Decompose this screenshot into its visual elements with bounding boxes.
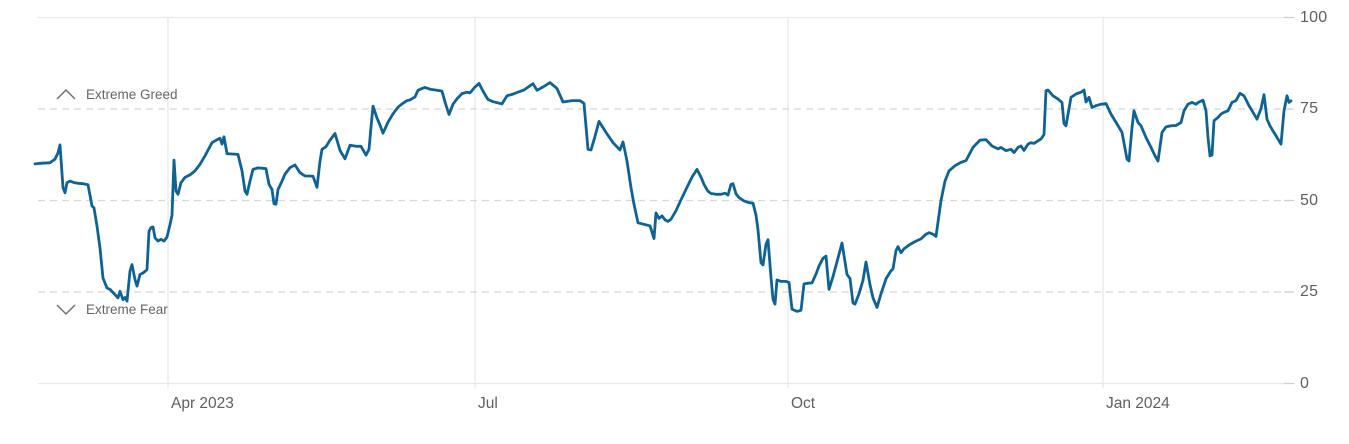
x-axis-tick-label: Apr 2023	[171, 395, 234, 412]
fear-greed-line[interactable]	[33, 81, 1293, 313]
x-axis-tick-label: Jan 2024	[1106, 395, 1170, 412]
x-axis-tick-label: Jul	[478, 395, 498, 412]
x-axis-tick-label: Oct	[791, 395, 816, 412]
extreme-greed-label: Extreme Greed	[86, 87, 178, 102]
y-axis-tick-label: 50	[1300, 191, 1319, 209]
extreme-fear-label: Extreme Fear	[86, 302, 168, 317]
chevron-down-icon	[56, 304, 76, 316]
y-axis-tick-label: 75	[1300, 100, 1319, 117]
y-axis-tick-label: 0	[1300, 374, 1310, 392]
chevron-up-icon	[56, 88, 76, 100]
y-axis-tick-label: 25	[1300, 283, 1319, 300]
extreme-fear-marker: Extreme Fear	[55, 302, 168, 317]
y-axis-tick-label: 100	[1300, 8, 1328, 26]
extreme-greed-marker: Extreme Greed	[55, 87, 178, 102]
